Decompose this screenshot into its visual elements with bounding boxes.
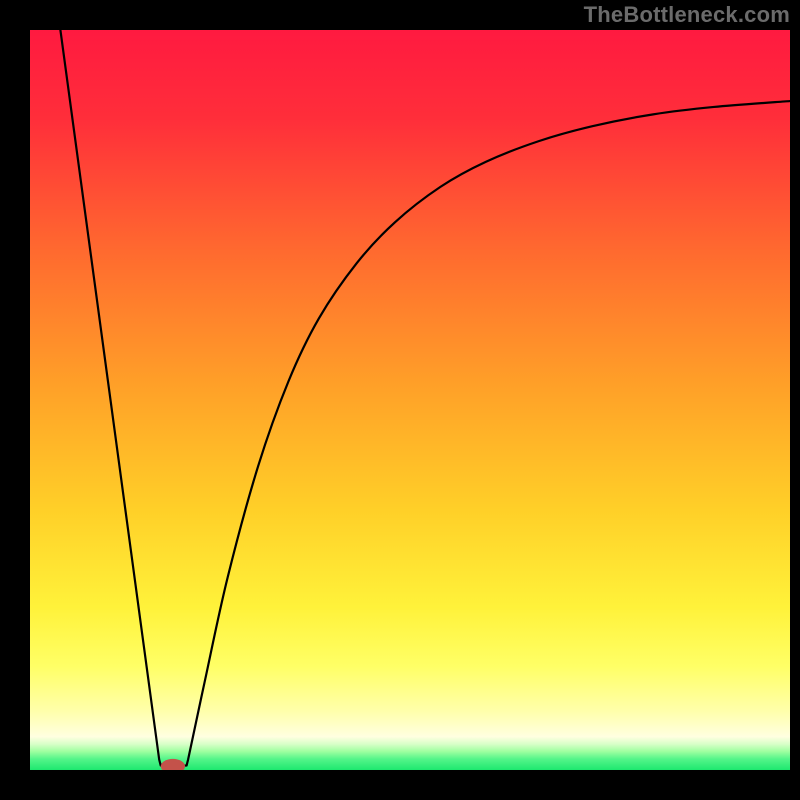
figure-outer: TheBottleneck.com [0,0,800,800]
watermark-text: TheBottleneck.com [584,2,790,28]
plot-svg [30,30,790,770]
gradient-background [30,30,790,770]
plot-area [30,30,790,770]
